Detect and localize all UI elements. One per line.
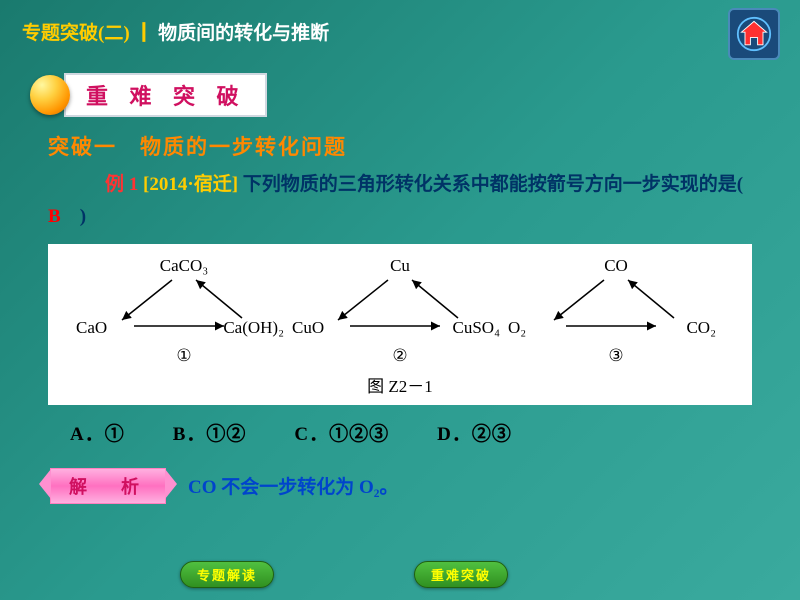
triangle-number: ②	[392, 346, 407, 366]
triangle-number: ③	[608, 346, 623, 366]
option-B: B．①②	[173, 424, 247, 445]
nav-btn-1[interactable]: 专题解读	[180, 561, 274, 588]
vertex-top: CO	[604, 256, 628, 276]
subtitle: 突破一 物质的一步转化问题	[48, 131, 800, 161]
question-text: 例 1 [2014·宿迁] 下列物质的三角形转化关系中都能按箭号方向一步实现的是…	[48, 169, 752, 234]
page-header: 专题突破(二) ┃ 物质间的转化与推断	[0, 0, 800, 45]
answer: B	[48, 206, 61, 227]
analysis-badge: 解 析	[50, 468, 166, 504]
home-button[interactable]	[728, 8, 780, 60]
triangle-3: COO₂CO₂③	[508, 256, 724, 366]
badge-text: 重 难 突 破	[64, 73, 267, 117]
nav-buttons: 专题解读 重难突破	[180, 561, 508, 588]
triangle-1: CaCO₃CaOCa(OH)₂①	[76, 256, 292, 366]
option-A: A．①	[70, 424, 125, 445]
header-prefix: 专题突破(二) ┃	[22, 23, 158, 44]
example-label: 例 1	[105, 174, 143, 195]
example-source: [2014·宿迁]	[143, 174, 243, 195]
analysis-section: 解 析 CO 不会一步转化为 O₂。	[50, 468, 800, 504]
question-part2: )	[61, 206, 86, 227]
ball-icon	[30, 75, 70, 115]
option-D: D．②③	[437, 424, 512, 445]
option-C: C．①②③	[294, 424, 389, 445]
header-title: 物质间的转化与推断	[158, 23, 329, 44]
triangle-number: ①	[176, 346, 191, 366]
options-row: A．① B．①② C．①②③ D．②③	[70, 419, 800, 446]
vertex-top: CaCO₃	[160, 256, 208, 276]
analysis-text: CO 不会一步转化为 O₂。	[188, 472, 398, 499]
vertex-top: Cu	[390, 256, 410, 276]
section-badge: 重 难 突 破	[30, 73, 800, 117]
nav-btn-2[interactable]: 重难突破	[414, 561, 508, 588]
question-part1: 下列物质的三角形转化关系中都能按箭号方向一步实现的是(	[243, 174, 762, 195]
figure-label: 图 Z2－1	[66, 372, 734, 397]
triangle-2: CuCuOCuSO₄②	[292, 256, 508, 366]
diagram: CaCO₃CaOCa(OH)₂①CuCuOCuSO₄②COO₂CO₂③ 图 Z2…	[48, 244, 752, 405]
